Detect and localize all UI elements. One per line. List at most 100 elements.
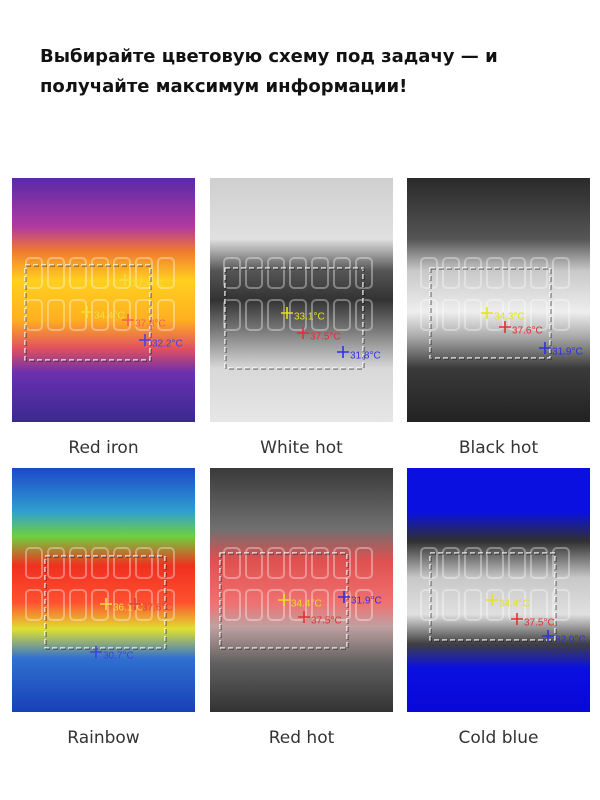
palette-label: Black hot — [459, 438, 539, 458]
breaker-shape — [223, 547, 241, 579]
breaker-shape — [420, 589, 438, 621]
crosshair — [499, 321, 511, 333]
temperature-reading: 37.5°C — [311, 616, 342, 627]
temperature-reading: 31.8°C — [350, 351, 381, 362]
crosshair — [100, 598, 112, 610]
breaker-shape — [508, 299, 526, 331]
breaker-shape — [508, 257, 526, 289]
breaker-shape — [245, 257, 263, 289]
measure-frame-shadow — [225, 268, 365, 370]
palette-label: Rainbow — [67, 728, 140, 748]
breaker-shape — [420, 299, 438, 331]
temperature-reading: 37.8°C — [135, 319, 166, 330]
breaker-shape — [311, 299, 329, 331]
palette-label: Cold blue — [459, 728, 539, 748]
palette-label: Red hot — [269, 728, 335, 748]
temperature-reading: 31.9°C — [552, 347, 583, 358]
temperature-reading: 32.2°C — [152, 339, 183, 350]
breaker-shape — [464, 547, 482, 579]
breaker-shape — [530, 547, 548, 579]
measure-frame — [24, 264, 151, 361]
temperature-reading: 37.6°C — [512, 326, 543, 337]
crosshair — [481, 307, 493, 319]
measure-frame-shadow — [220, 553, 349, 650]
temperature-reading: 37.6°C — [142, 603, 173, 614]
breaker-shape — [135, 547, 153, 579]
crosshair — [511, 613, 523, 625]
temperature-reading: 30.7°C — [103, 651, 134, 662]
breaker-shape — [47, 257, 65, 289]
breaker-shape — [47, 547, 65, 579]
temperature-reading: 34.4°C — [291, 599, 322, 610]
measure-frame-shadow — [25, 265, 152, 362]
breaker-shape — [113, 589, 131, 621]
breaker-shape — [113, 547, 131, 579]
crosshair — [338, 591, 350, 603]
crosshair — [486, 594, 498, 606]
crosshair — [278, 594, 290, 606]
temperature-reading: 34.3°C — [494, 312, 525, 323]
breaker-shape — [552, 257, 570, 289]
temperature-reading: 33.1°C — [294, 312, 325, 323]
breaker-shape — [223, 299, 241, 331]
breaker-shape — [223, 257, 241, 289]
crosshair — [129, 598, 141, 610]
breaker-shape — [530, 257, 548, 289]
measure-frame — [429, 267, 551, 359]
breaker-shape — [289, 547, 307, 579]
breaker-shape — [552, 299, 570, 331]
measure-frame — [224, 267, 364, 369]
image-background — [407, 468, 590, 712]
breaker-shape — [69, 589, 87, 621]
breaker-shape — [486, 589, 504, 621]
breaker-shape — [25, 589, 43, 621]
heading-line: получайте максимум информации! — [40, 76, 407, 97]
breaker-shape — [289, 589, 307, 621]
crosshair — [539, 342, 551, 354]
palette-label: White hot — [260, 438, 343, 458]
breaker-shape — [355, 547, 373, 579]
breaker-shape — [267, 299, 285, 331]
breaker-shape — [508, 547, 526, 579]
crosshair — [542, 630, 554, 642]
measure-frame-shadow — [430, 553, 557, 642]
temperature-reading: 31.9°C — [351, 596, 382, 607]
breaker-shape — [311, 589, 329, 621]
breaker-shape — [245, 547, 263, 579]
breaker-shape — [442, 257, 460, 289]
breaker-shape — [442, 299, 460, 331]
breaker-shape — [69, 257, 87, 289]
thermal-image: 37.4°C 34.4°C 37.8°C 32.2°C — [12, 178, 195, 422]
thermal-image: 34.3°C 37.6°C 31.9°C — [407, 178, 590, 422]
thermal-image: 34.4°C 37.5°C 31.9°C — [210, 468, 393, 712]
breaker-shape — [69, 547, 87, 579]
crosshair — [297, 327, 309, 339]
breaker-shape — [91, 257, 109, 289]
breaker-shape — [442, 589, 460, 621]
measure-frame — [219, 552, 348, 649]
crosshair — [139, 334, 151, 346]
temperature-reading: 37.4°C — [132, 279, 163, 290]
temperature-reading: 36.1°C — [113, 603, 144, 614]
breaker-shape — [486, 547, 504, 579]
breaker-shape — [25, 547, 43, 579]
breaker-shape — [223, 589, 241, 621]
temperature-reading: 32.0°C — [555, 635, 586, 646]
breaker-shape — [530, 589, 548, 621]
image-background — [210, 468, 393, 712]
breaker-shape — [355, 589, 373, 621]
breaker-shape — [311, 257, 329, 289]
thermal-image: 33.1°C 37.5°C 31.8°C — [210, 178, 393, 422]
crosshair — [81, 306, 93, 318]
breaker-shape — [91, 299, 109, 331]
crosshair — [298, 611, 310, 623]
breaker-shape — [333, 547, 351, 579]
breaker-shape — [135, 589, 153, 621]
breaker-shape — [91, 589, 109, 621]
thermal-image: 36.1°C37.6°C 30.7°C — [12, 468, 195, 712]
breaker-shape — [333, 589, 351, 621]
breaker-shape — [442, 547, 460, 579]
breaker-shape — [311, 547, 329, 579]
crosshair — [90, 646, 102, 658]
